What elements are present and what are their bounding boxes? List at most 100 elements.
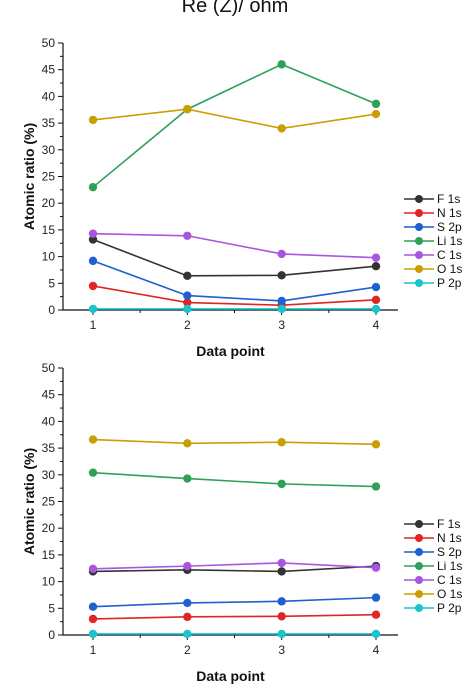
x-tick-label: 2 (184, 318, 191, 332)
data-point (277, 558, 286, 568)
data-point (88, 304, 98, 314)
data-point (88, 629, 98, 639)
y-tick-label: 0 (48, 628, 55, 642)
data-point (277, 271, 286, 280)
series-line-li-1s (92, 471, 377, 488)
legend-marker (415, 590, 423, 598)
y-tick-label: 30 (42, 143, 56, 157)
data-point (277, 249, 286, 259)
y-tick-label: 20 (42, 196, 56, 210)
legend-label: S 2p (437, 545, 462, 559)
data-point (88, 281, 98, 291)
data-point (88, 182, 98, 192)
y-axis-title: Atomic ratio (%) (21, 123, 37, 230)
data-point (277, 296, 286, 306)
data-point (371, 482, 381, 491)
data-point (183, 629, 192, 639)
y-tick-label: 40 (42, 414, 56, 428)
data-point (183, 474, 192, 483)
series-line-o-1s (92, 108, 377, 130)
x-tick-label: 3 (278, 318, 285, 332)
legend-marker (415, 195, 423, 203)
data-point (371, 629, 381, 639)
y-tick-label: 40 (42, 89, 56, 103)
legend-marker (415, 237, 423, 245)
data-point (88, 564, 98, 573)
data-point (371, 262, 381, 271)
data-point (371, 282, 381, 292)
legend-label: O 1s (437, 262, 462, 276)
data-point (88, 435, 98, 444)
data-point (277, 479, 286, 489)
data-point (277, 629, 286, 639)
data-point (371, 99, 381, 109)
data-point (88, 115, 98, 125)
y-tick-label: 25 (42, 170, 56, 184)
y-tick-label: 50 (42, 36, 56, 50)
data-point (183, 561, 192, 571)
legend-label: F 1s (437, 517, 460, 531)
legend-label: C 1s (437, 573, 462, 587)
data-point (88, 229, 98, 238)
data-point (371, 253, 381, 262)
legend-marker (415, 251, 423, 259)
data-point (371, 593, 381, 602)
data-point (277, 60, 286, 69)
x-axis-title: Data point (196, 668, 265, 684)
legend-label: C 1s (437, 248, 462, 262)
series-line-f-1s (92, 565, 377, 573)
legend-label: O 1s (437, 587, 462, 601)
y-tick-label: 30 (42, 468, 56, 482)
data-point (183, 231, 192, 240)
y-tick-label: 10 (42, 250, 56, 264)
x-tick-label: 1 (90, 643, 97, 657)
data-point (371, 109, 381, 119)
x-axis-title: Data point (196, 343, 265, 359)
x-tick-label: 3 (278, 643, 285, 657)
data-point (277, 304, 286, 314)
series-line-n-1s (92, 613, 377, 620)
legend-label: N 1s (437, 206, 462, 220)
data-point (371, 563, 381, 572)
series-line-c-1s (92, 232, 377, 259)
y-tick-label: 10 (42, 575, 56, 589)
data-point (277, 438, 286, 447)
data-point (183, 105, 192, 114)
data-point (183, 291, 192, 300)
legend-marker (415, 548, 423, 556)
y-tick-label: 35 (42, 116, 56, 130)
series-line-s-2p (92, 260, 377, 302)
y-tick-label: 45 (42, 388, 56, 402)
series-line-f-1s (92, 238, 377, 277)
data-point (371, 610, 381, 619)
y-tick-label: 50 (42, 361, 56, 375)
legend-label: P 2p (437, 276, 462, 290)
x-tick-label: 4 (373, 318, 380, 332)
data-point (183, 598, 192, 608)
data-point (371, 295, 381, 305)
y-axis-title: Atomic ratio (%) (21, 448, 37, 555)
data-point (183, 612, 192, 622)
data-point (277, 597, 286, 606)
top-cropped-title: Re (Z)/ ohm (182, 0, 289, 17)
y-tick-label: 5 (48, 276, 55, 290)
series-line-s-2p (92, 596, 377, 608)
y-tick-label: 0 (48, 303, 55, 317)
y-tick-label: 5 (48, 601, 55, 615)
data-point (371, 304, 381, 314)
data-point (277, 567, 286, 576)
y-tick-label: 35 (42, 441, 56, 455)
y-tick-label: 15 (42, 223, 56, 237)
y-tick-label: 45 (42, 63, 56, 77)
data-point (371, 440, 381, 449)
data-point (183, 271, 192, 281)
x-tick-label: 1 (90, 318, 97, 332)
series-line-o-1s (92, 438, 377, 446)
y-tick-label: 20 (42, 521, 56, 535)
legend-marker (415, 576, 423, 584)
data-point (88, 235, 98, 244)
legend-label: P 2p (437, 601, 462, 615)
data-point (183, 298, 192, 307)
y-tick-label: 25 (42, 495, 56, 509)
